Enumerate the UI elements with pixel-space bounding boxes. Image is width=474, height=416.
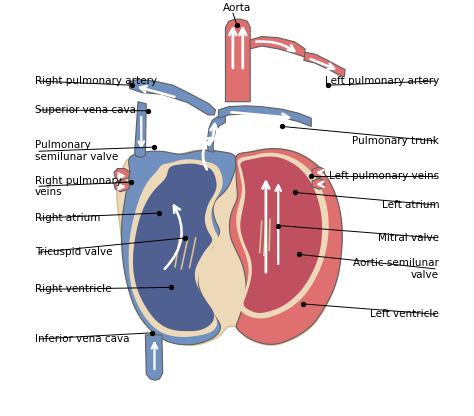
Text: Right pulmonary
veins: Right pulmonary veins xyxy=(35,176,122,197)
Polygon shape xyxy=(312,178,325,189)
Polygon shape xyxy=(129,79,216,115)
Polygon shape xyxy=(240,156,322,313)
Text: Aorta: Aorta xyxy=(223,3,251,13)
Text: Superior vena cava: Superior vena cava xyxy=(35,105,136,115)
Polygon shape xyxy=(312,167,325,178)
Polygon shape xyxy=(133,163,217,331)
Polygon shape xyxy=(219,106,311,126)
Polygon shape xyxy=(135,102,146,157)
Text: Right ventricle: Right ventricle xyxy=(35,285,111,295)
Polygon shape xyxy=(226,19,250,102)
Text: Mitral valve: Mitral valve xyxy=(378,233,439,243)
Text: Aortic semilunar
valve: Aortic semilunar valve xyxy=(353,258,439,280)
Polygon shape xyxy=(121,150,236,345)
Polygon shape xyxy=(304,52,345,77)
Text: Pulmonary
semilunar valve: Pulmonary semilunar valve xyxy=(35,141,118,162)
Polygon shape xyxy=(236,153,328,318)
Polygon shape xyxy=(207,114,226,152)
Polygon shape xyxy=(114,168,130,180)
Text: Right atrium: Right atrium xyxy=(35,213,100,223)
Polygon shape xyxy=(114,181,130,192)
Polygon shape xyxy=(229,149,342,344)
Polygon shape xyxy=(117,149,342,345)
Text: Left pulmonary artery: Left pulmonary artery xyxy=(325,76,439,86)
Text: Left pulmonary veins: Left pulmonary veins xyxy=(329,171,439,181)
Text: Left atrium: Left atrium xyxy=(382,200,439,210)
Text: Tricuspid valve: Tricuspid valve xyxy=(35,248,112,258)
Text: Right pulmonary artery: Right pulmonary artery xyxy=(35,76,157,86)
Text: Left ventricle: Left ventricle xyxy=(371,309,439,319)
Polygon shape xyxy=(250,37,305,57)
Polygon shape xyxy=(146,335,163,380)
Polygon shape xyxy=(129,159,223,337)
Text: Pulmonary trunk: Pulmonary trunk xyxy=(352,136,439,146)
Text: Inferior vena cava: Inferior vena cava xyxy=(35,334,129,344)
